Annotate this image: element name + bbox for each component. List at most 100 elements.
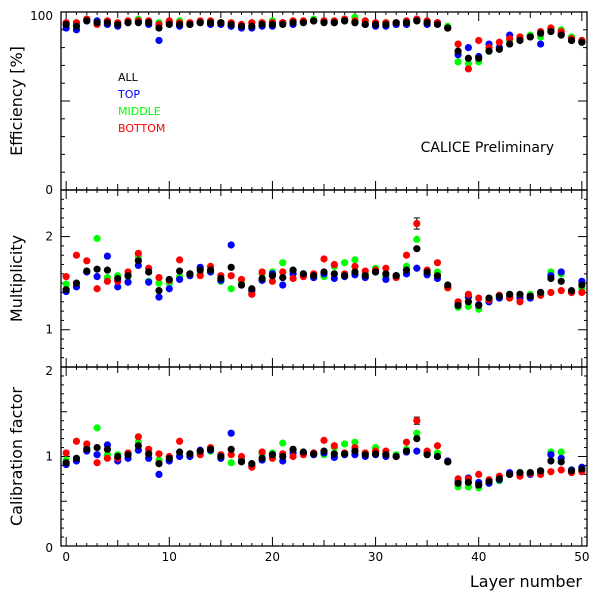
point-bottom — [196, 272, 204, 280]
point-all — [506, 40, 514, 48]
point-all — [72, 279, 81, 287]
point-all — [93, 19, 101, 27]
point-middle — [227, 459, 235, 467]
point-middle — [454, 58, 462, 66]
point-all — [196, 447, 204, 455]
point-all — [196, 266, 204, 274]
point-all — [299, 270, 307, 278]
point-bottom — [72, 251, 81, 259]
point-all — [382, 270, 390, 278]
point-all — [279, 20, 287, 29]
point-all — [464, 54, 472, 62]
point-all — [578, 281, 586, 289]
point-all — [371, 268, 380, 276]
point-all — [495, 45, 503, 53]
x-tick-label: 20 — [265, 550, 280, 564]
point-all — [93, 443, 101, 452]
x-tick-label: 10 — [162, 550, 177, 564]
point-bottom — [279, 268, 287, 276]
point-all — [114, 20, 122, 29]
point-bottom — [475, 470, 483, 478]
point-all — [103, 445, 112, 453]
point-all — [206, 266, 215, 274]
point-all — [237, 22, 246, 30]
legend-top: TOP — [117, 88, 140, 101]
point-all — [413, 245, 421, 253]
point-all — [423, 268, 431, 276]
point-all — [134, 257, 142, 265]
point-all — [62, 286, 70, 294]
point-top — [557, 268, 565, 276]
point-middle — [341, 259, 349, 267]
point-bottom — [516, 298, 524, 306]
point-middle — [413, 235, 421, 243]
point-all — [279, 273, 287, 282]
point-top — [155, 293, 163, 301]
point-middle — [351, 438, 359, 446]
point-middle — [62, 280, 70, 288]
point-all — [382, 20, 390, 29]
point-all — [227, 20, 235, 29]
point-all — [567, 287, 576, 295]
x-tick-label: 0 — [62, 550, 70, 564]
point-top — [155, 470, 163, 478]
point-all — [382, 451, 390, 459]
point-all — [134, 19, 142, 27]
point-all — [392, 272, 400, 280]
x-tick-label: 40 — [471, 550, 486, 564]
point-all — [155, 287, 163, 295]
point-top — [382, 275, 390, 284]
point-all — [351, 19, 359, 27]
point-all — [485, 294, 493, 302]
point-all — [227, 445, 235, 453]
point-all — [423, 451, 431, 459]
point-all — [392, 19, 400, 27]
point-all — [433, 452, 442, 461]
y-axis-title: Calibration factor — [7, 387, 26, 526]
point-bottom — [289, 274, 297, 283]
point-all — [475, 301, 483, 310]
point-top — [165, 285, 173, 293]
point-all — [330, 19, 338, 27]
y-tick-label: 2 — [45, 230, 53, 244]
point-bottom — [289, 452, 297, 461]
point-all — [351, 268, 359, 276]
point-bottom — [413, 219, 421, 228]
point-bottom — [72, 437, 81, 445]
point-all — [103, 266, 112, 274]
point-bottom — [547, 468, 555, 476]
point-top — [93, 273, 101, 281]
point-all — [485, 47, 493, 55]
point-top — [176, 275, 184, 284]
point-all — [227, 263, 235, 271]
point-bottom — [176, 256, 184, 264]
point-all — [361, 20, 369, 29]
point-all — [330, 450, 338, 458]
point-middle — [557, 448, 565, 456]
point-all — [62, 20, 70, 29]
point-middle — [93, 234, 101, 243]
point-all — [444, 24, 452, 32]
point-all — [536, 288, 545, 297]
point-all — [258, 20, 266, 29]
point-all — [268, 272, 277, 280]
point-all — [444, 281, 452, 289]
point-all — [433, 20, 442, 29]
point-all — [155, 460, 163, 468]
point-all — [186, 270, 194, 278]
point-all — [557, 31, 565, 39]
point-all — [114, 452, 122, 461]
point-all — [423, 19, 431, 27]
point-bottom — [134, 249, 142, 257]
y-tick-label: 1 — [45, 323, 53, 337]
point-top — [547, 451, 555, 459]
point-all — [176, 448, 184, 456]
point-bottom — [433, 442, 442, 450]
point-bottom — [464, 65, 472, 73]
point-all — [237, 458, 246, 466]
point-top — [103, 252, 112, 260]
point-bottom — [578, 288, 586, 297]
y-tick-label: 100 — [30, 9, 53, 23]
point-bottom — [402, 251, 411, 259]
point-middle — [93, 424, 101, 432]
